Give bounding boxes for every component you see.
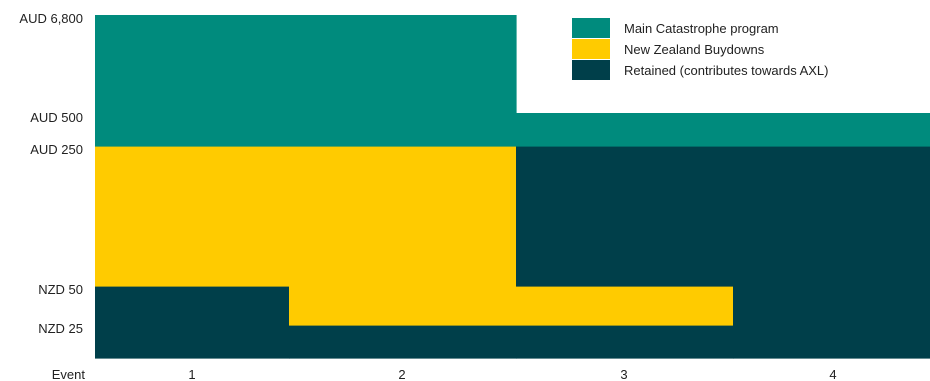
- layer-block-event-3-ret-6: [516, 325, 734, 359]
- y-tick-label: AUD 6,800: [19, 11, 83, 26]
- layer-block-event-2-main-5: [289, 15, 517, 147]
- legend-swatch-main: [572, 18, 610, 38]
- y-axis-tick-labels: NZD 25 NZD 50 AUD 250 AUD 500 AUD 6,800: [19, 11, 83, 336]
- layer-block-event-3-main-9: [516, 113, 734, 147]
- legend-label-nz: New Zealand Buydowns: [624, 42, 765, 57]
- x-axis-tick-labels: Event 1 2 3 4: [52, 367, 837, 381]
- x-tick-label: 3: [620, 367, 627, 381]
- x-tick-label: 2: [398, 367, 405, 381]
- layer-block-event-2-ret-3: [289, 325, 517, 359]
- legend: Main Catastrophe program New Zealand Buyd…: [572, 18, 829, 80]
- layer-block-event-1-ret-0: [95, 286, 290, 359]
- layer-block-event-4-ret-10: [733, 146, 930, 359]
- layer-block-event-1-main-2: [95, 15, 290, 147]
- layer-block-event-3-nz-7: [516, 286, 734, 326]
- legend-swatch-nz: [572, 39, 610, 59]
- y-tick-label: AUD 500: [30, 110, 83, 125]
- x-tick-label: 1: [188, 367, 195, 381]
- y-tick-label: AUD 250: [30, 142, 83, 157]
- legend-label-main: Main Catastrophe program: [624, 21, 779, 36]
- y-tick-label: NZD 50: [38, 282, 83, 297]
- bars-group: [95, 15, 930, 359]
- y-tick-label: NZD 25: [38, 321, 83, 336]
- layer-block-event-4-main-11: [733, 113, 930, 147]
- legend-label-ret: Retained (contributes towards AXL): [624, 63, 829, 78]
- layer-block-event-1-nz-1: [95, 146, 290, 287]
- layer-block-event-3-ret-8: [516, 146, 734, 287]
- x-tick-label: 4: [829, 367, 836, 381]
- legend-swatch-ret: [572, 60, 610, 80]
- layer-block-event-2-nz-4: [289, 146, 517, 326]
- x-axis-title: Event: [52, 367, 86, 381]
